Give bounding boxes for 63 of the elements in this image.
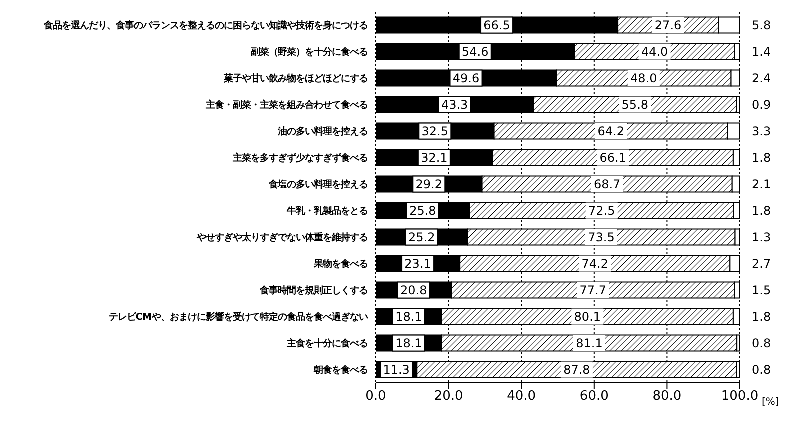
y-tick-label: 牛乳・乳製品をとる — [286, 206, 368, 218]
data-label: 1.8 — [752, 310, 772, 324]
data-label: 18.1 — [396, 336, 422, 350]
data-label: 2.4 — [752, 72, 772, 86]
data-label: 29.2 — [416, 178, 443, 192]
y-tick-label: 主菜を多すぎず少なすぎず食べる — [232, 153, 368, 164]
data-label: 32.1 — [421, 151, 448, 165]
data-label: 1.8 — [752, 204, 772, 218]
data-label: 20.8 — [400, 284, 428, 298]
y-tick-label: 食塩の多い料理を控える — [268, 180, 368, 191]
data-label: 23.1 — [404, 257, 432, 271]
data-label: 77.7 — [580, 284, 606, 298]
data-label: 81.1 — [576, 336, 603, 350]
y-tick-label: 果物を食べる — [313, 259, 368, 270]
data-label: 48.0 — [630, 72, 658, 86]
data-label: 87.8 — [564, 363, 590, 377]
y-tick-label: 油の多い料理を控える — [277, 126, 368, 138]
y-tick-label: やせすぎや太りすぎでない体重を維持する — [196, 232, 368, 244]
x-tick-label: 100.0 — [721, 389, 759, 404]
data-label: 66.1 — [600, 151, 627, 165]
y-tick-label: 主食を十分に食べる — [286, 338, 368, 350]
data-label: 64.2 — [598, 124, 625, 138]
data-label: 1.8 — [752, 151, 772, 165]
data-label: 25.2 — [408, 230, 436, 244]
data-label: 49.6 — [452, 72, 480, 86]
data-label: 66.5 — [484, 18, 510, 32]
y-tick-label: 朝食を食べる — [313, 365, 368, 376]
data-label: 72.5 — [588, 204, 616, 218]
data-label: 5.8 — [752, 18, 772, 32]
y-tick-label: 食事時間を規則正しくする — [259, 286, 368, 297]
data-label: 74.2 — [582, 257, 608, 271]
data-label: 68.7 — [594, 178, 621, 192]
x-tick-label: 80.0 — [652, 389, 682, 404]
data-label: 18.1 — [396, 310, 422, 324]
y-tick-label: 食品を選んだり、食事のバランスを整えるのに困らない知識や技術を身につける — [43, 20, 368, 32]
data-label: 27.6 — [654, 18, 682, 32]
data-label: 11.3 — [383, 363, 410, 377]
y-tick-label: 菓子や甘い飲み物をほどほどにする — [223, 74, 368, 85]
x-tick-label: 0.0 — [366, 389, 386, 404]
data-label: 55.8 — [622, 98, 649, 112]
data-label: 25.8 — [410, 204, 436, 218]
data-label: 2.1 — [752, 178, 772, 192]
data-label: 1.4 — [752, 45, 772, 59]
data-label: 0.9 — [752, 98, 772, 112]
data-label: 73.5 — [588, 230, 615, 244]
data-label: 0.8 — [752, 363, 772, 377]
data-label: 1.5 — [752, 284, 772, 298]
data-label: 1.3 — [752, 230, 772, 244]
data-label: 0.8 — [752, 336, 772, 350]
data-label: 32.5 — [422, 124, 449, 138]
x-tick-label: 60.0 — [580, 389, 609, 404]
x-tick-label: 20.0 — [434, 389, 464, 404]
data-label: 54.6 — [462, 45, 489, 59]
x-axis-title: [%] — [762, 397, 780, 408]
x-tick-label: 40.0 — [507, 389, 536, 404]
data-label: 80.1 — [574, 310, 602, 324]
data-label: 43.3 — [441, 98, 468, 112]
y-tick-label: 副菜（野菜）を十分に食べる — [251, 47, 368, 58]
data-label: 3.3 — [752, 124, 772, 138]
data-label: 2.7 — [752, 257, 772, 271]
y-tick-label: 主食・副菜・主菜を組み合わせて食べる — [205, 100, 368, 112]
data-label: 44.0 — [641, 45, 668, 59]
y-tick-label: テレビCMや、おまけに影響を受けて特定の食品を食べ過ぎない — [108, 312, 368, 324]
